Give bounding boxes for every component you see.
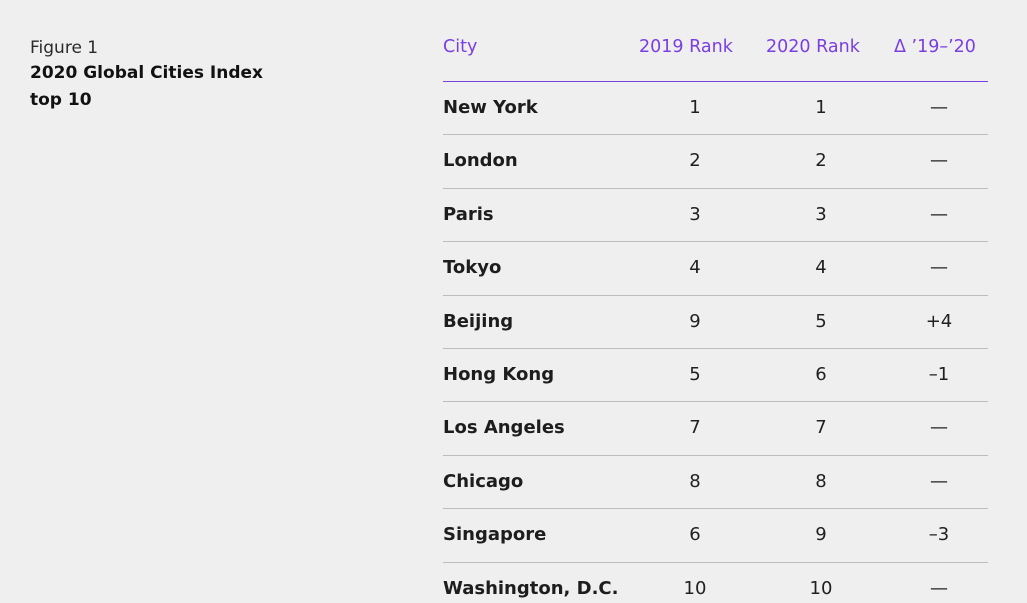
rankings-table: City 2019 Rank 2020 Rank Δ ’19–’20 New Y… <box>443 0 988 603</box>
city-cell: Singapore <box>443 524 547 546</box>
column-header-city: City <box>443 37 478 57</box>
rank-2019-cell: 10 <box>683 577 707 599</box>
rank-2020-cell: 10 <box>809 577 833 599</box>
table-row: Singapore 6 9 –3 <box>443 509 988 563</box>
figure-label: Figure 1 <box>30 38 99 58</box>
delta-cell: — <box>930 150 948 172</box>
column-header-delta: Δ ’19–’20 <box>894 37 976 57</box>
rank-2020-cell: 3 <box>815 203 827 225</box>
rank-2020-cell: 8 <box>815 470 827 492</box>
city-cell: Paris <box>443 203 494 225</box>
table-row: Chicago 8 8 — <box>443 456 988 510</box>
rank-2020-cell: 6 <box>815 363 827 385</box>
rank-2020-cell: 4 <box>815 257 827 279</box>
delta-cell: — <box>930 97 948 118</box>
rank-2019-cell: 9 <box>689 310 701 332</box>
table-row: Beijing 9 5 +4 <box>443 296 988 349</box>
rank-2020-cell: 5 <box>815 310 827 332</box>
delta-cell: — <box>930 470 948 492</box>
delta-cell: — <box>930 417 948 439</box>
delta-cell: +4 <box>925 310 953 332</box>
table-row: London 2 2 — <box>443 135 988 189</box>
figure-caption: Figure 1 2020 Global Cities Index top 10 <box>30 38 330 114</box>
rank-2019-cell: 1 <box>689 97 701 118</box>
city-cell: Beijing <box>443 310 514 332</box>
rank-2019-cell: 6 <box>689 524 701 546</box>
city-cell: New York <box>443 97 538 118</box>
figure-title: 2020 Global Cities Index top 10 <box>30 63 263 110</box>
table-row: Washington, D.C. 10 10 — <box>443 563 988 603</box>
table-row: New York 1 1 — <box>443 82 988 136</box>
city-cell: Tokyo <box>443 257 502 279</box>
rank-2020-cell: 7 <box>815 417 827 439</box>
rank-2019-cell: 3 <box>689 203 701 225</box>
table-row: Paris 3 3 — <box>443 189 988 243</box>
city-cell: London <box>443 150 518 172</box>
rank-2020-cell: 1 <box>815 97 827 118</box>
rank-2019-cell: 4 <box>689 257 701 279</box>
city-cell: Chicago <box>443 470 524 492</box>
rank-2019-cell: 8 <box>689 470 701 492</box>
table-row: Los Angeles 7 7 — <box>443 402 988 456</box>
city-cell: Los Angeles <box>443 417 565 439</box>
delta-cell: — <box>930 577 948 599</box>
city-cell: Washington, D.C. <box>443 577 619 599</box>
column-header-2020-rank: 2020 Rank <box>766 37 860 57</box>
rank-2019-cell: 5 <box>689 363 701 385</box>
rank-2020-cell: 9 <box>815 524 827 546</box>
table-header: City 2019 Rank 2020 Rank Δ ’19–’20 <box>443 0 988 82</box>
table-row: Hong Kong 5 6 –1 <box>443 349 988 403</box>
delta-cell: — <box>930 203 948 225</box>
delta-cell: –3 <box>928 524 950 546</box>
delta-cell: –1 <box>928 363 950 385</box>
rank-2019-cell: 7 <box>689 417 701 439</box>
rank-2019-cell: 2 <box>689 150 701 172</box>
delta-cell: — <box>930 257 948 279</box>
rank-2020-cell: 2 <box>815 150 827 172</box>
city-cell: Hong Kong <box>443 363 555 385</box>
table-body: New York 1 1 — London 2 2 — Paris 3 3 — Tokyo 4 4 — Beij… <box>443 82 988 603</box>
table-row: Tokyo 4 4 — <box>443 242 988 296</box>
column-header-2019-rank: 2019 Rank <box>639 37 733 57</box>
